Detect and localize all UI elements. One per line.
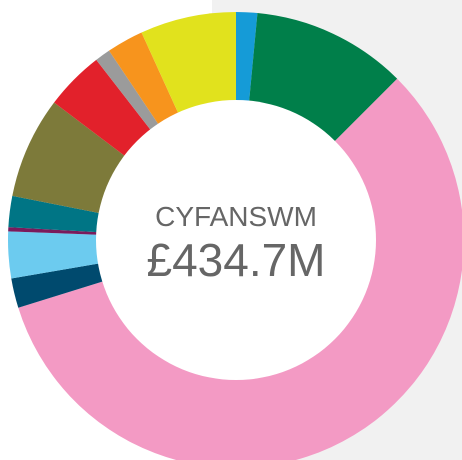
donut-hole — [96, 100, 376, 380]
center-title: CYFANSWM — [155, 201, 317, 232]
center-total: £434.7M — [146, 234, 325, 286]
